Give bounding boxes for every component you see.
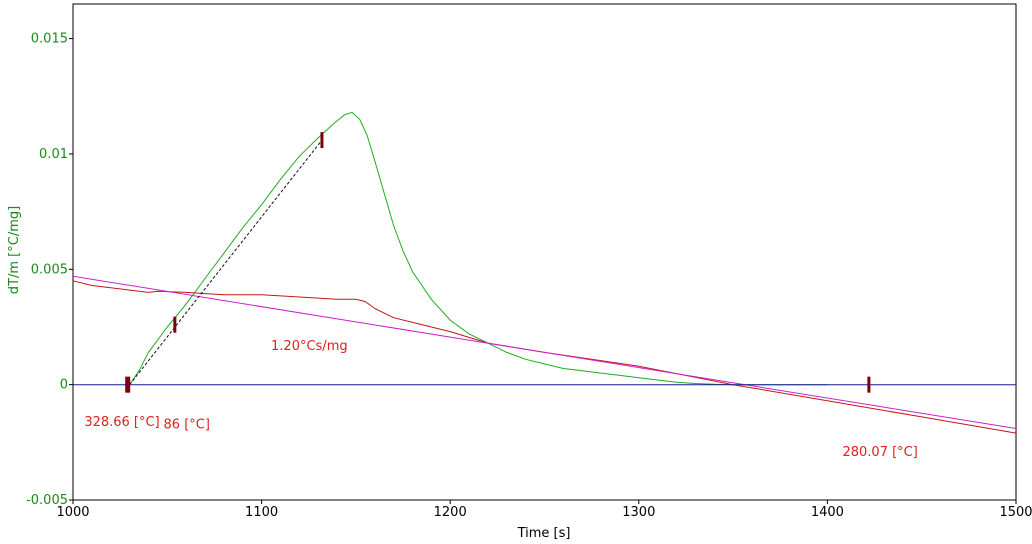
annotation-label: 328.66 [°C]: [84, 415, 159, 430]
annotations: 1.20°Cs/mg 328.66 [°C] 86 [°C] 280.07 [°C]: [84, 339, 918, 460]
x-tick-label: 1100: [245, 505, 278, 520]
marker-0: [125, 376, 131, 393]
annotation-label: 280.07 [°C]: [842, 445, 917, 460]
marker-2: [320, 132, 324, 149]
x-tick-label: 1300: [622, 505, 655, 520]
y-tick-label: 0.015: [31, 32, 68, 47]
marker-3: [867, 376, 871, 393]
x-tick-label: 1200: [434, 505, 467, 520]
x-tick-label: 1400: [811, 505, 844, 520]
y-axis-ticks: -0.005 0 0.005 0.01 0.015: [26, 32, 73, 508]
plot-frame: [72, 3, 1017, 501]
x-tick-label: 1000: [56, 505, 89, 520]
marker-layer: [125, 132, 871, 393]
annotation-label: 86 [°C]: [164, 417, 210, 432]
y-tick-label: -0.005: [26, 493, 68, 508]
marker-1: [173, 316, 177, 333]
y-tick-label: 0.01: [39, 147, 68, 162]
y-tick-label: 0: [60, 378, 68, 393]
x-tick-label: 1500: [999, 505, 1032, 520]
series-line-4: [129, 137, 325, 386]
series-line-2: [72, 275, 1017, 429]
y-tick-label: 0.005: [31, 262, 68, 277]
series-line-1: [72, 280, 1017, 434]
annotation-label: 1.20°Cs/mg: [271, 339, 348, 354]
x-axis-ticks: 1000 1100 1200 1300 1400 1500: [56, 500, 1032, 520]
y-axis-title: dT/m [°C/mg]: [7, 206, 22, 294]
x-axis-title: Time [s]: [517, 526, 571, 541]
series-layer: [72, 111, 1017, 434]
series-line-0: [129, 111, 828, 386]
